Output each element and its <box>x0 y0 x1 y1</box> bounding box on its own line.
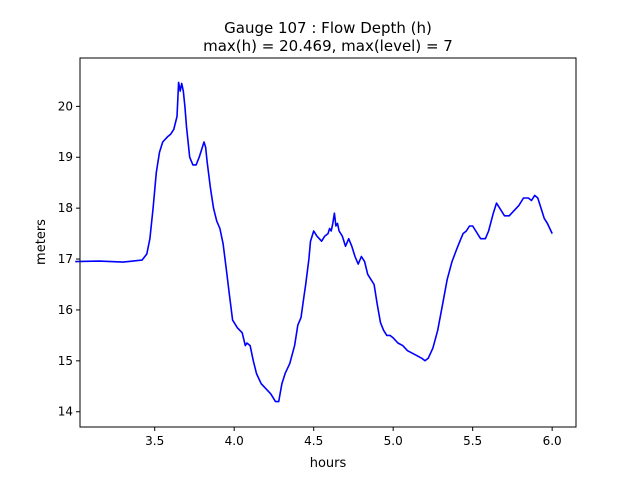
y-tick-label: 14 <box>58 405 73 419</box>
x-tick-label: 4.5 <box>304 434 323 448</box>
series-line-0 <box>75 81 553 403</box>
y-tick-label: 18 <box>58 201 73 215</box>
y-tick-label: 16 <box>58 303 73 317</box>
plot-area <box>75 81 553 403</box>
x-tick-label: 3.5 <box>145 434 164 448</box>
x-tick-label: 4.0 <box>225 434 244 448</box>
x-axis-label: hours <box>310 456 347 471</box>
x-tick-label: 6.0 <box>543 434 562 448</box>
y-axis: 14 15 16 17 18 19 20 <box>58 99 80 419</box>
x-axis: 3.5 4.0 4.5 5.0 5.5 6.0 <box>145 427 562 448</box>
y-tick-label: 20 <box>58 99 73 113</box>
chart-title-line2: max(h) = 20.469, max(level) = 7 <box>203 37 453 55</box>
y-axis-label: meters <box>34 219 49 265</box>
chart-title-line1: Gauge 107 : Flow Depth (h) <box>224 19 432 37</box>
y-tick-label: 15 <box>58 354 73 368</box>
y-tick-label: 17 <box>58 252 73 266</box>
x-tick-label: 5.0 <box>384 434 403 448</box>
y-tick-label: 19 <box>58 150 73 164</box>
x-tick-label: 5.5 <box>463 434 482 448</box>
axes-frame <box>79 57 577 428</box>
